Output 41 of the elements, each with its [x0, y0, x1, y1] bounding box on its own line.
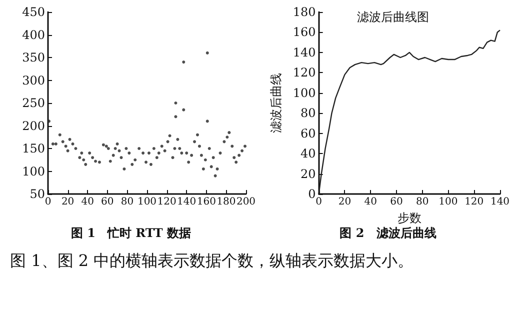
x-tick-label: 120 [464, 196, 484, 208]
x-tick-label: 180 [216, 196, 236, 208]
y-tick-label: 400 [22, 28, 45, 42]
x-tick-label: 160 [196, 196, 216, 208]
y-tick-label: 60 [300, 126, 316, 140]
chart-title: 滤波后曲线图 [357, 10, 429, 24]
y-axis-title: 滤波后曲线 [269, 73, 283, 133]
caption: 图 2 滤波后曲线 [340, 226, 436, 240]
y-tick-label: 450 [22, 5, 45, 19]
y-tick-label: 80 [300, 106, 316, 120]
x-tick-label: 60 [390, 196, 403, 208]
x-tick-label: 100 [137, 196, 157, 208]
y-tick-label: 140 [292, 45, 316, 60]
x-tick-label: 80 [120, 196, 134, 208]
y-tick-label: 200 [22, 118, 45, 133]
x-tick-label: 60 [101, 196, 114, 208]
x-axis-title: 步数 [397, 210, 422, 225]
y-tick-label: 100 [22, 164, 45, 178]
x-tick-label: 120 [157, 196, 176, 208]
x-tick-label: 80 [416, 196, 429, 208]
caption: 图 1 忙时 RTT 数据 [70, 226, 192, 240]
x-tick-label: 40 [81, 196, 94, 208]
y-tick-label: 180 [292, 5, 316, 19]
x-tick-label: 140 [177, 196, 196, 208]
y-tick-label: 20 [300, 166, 316, 181]
y-tick-label: 100 [292, 86, 316, 100]
x-tick-label: 40 [364, 196, 377, 208]
x-tick-label: 20 [61, 196, 74, 208]
x-tick-label: 20 [338, 196, 352, 208]
y-tick-label: 350 [22, 50, 45, 64]
y-tick-label: 120 [292, 66, 316, 80]
y-tick-label: 300 [22, 73, 45, 88]
caption: 图 1、图 2 中的横轴表示数据个数，纵轴表示数据大小。 [10, 250, 415, 272]
x-tick-label: 200 [236, 196, 256, 208]
x-tick-label: 140 [490, 196, 510, 208]
y-tick-label: 160 [292, 25, 316, 40]
y-tick-label: 50 [30, 187, 45, 201]
y-tick-label: 150 [22, 142, 45, 156]
y-tick-label: 250 [22, 96, 45, 110]
y-tick-label: 40 [300, 146, 316, 161]
x-tick-label: 100 [438, 196, 458, 208]
